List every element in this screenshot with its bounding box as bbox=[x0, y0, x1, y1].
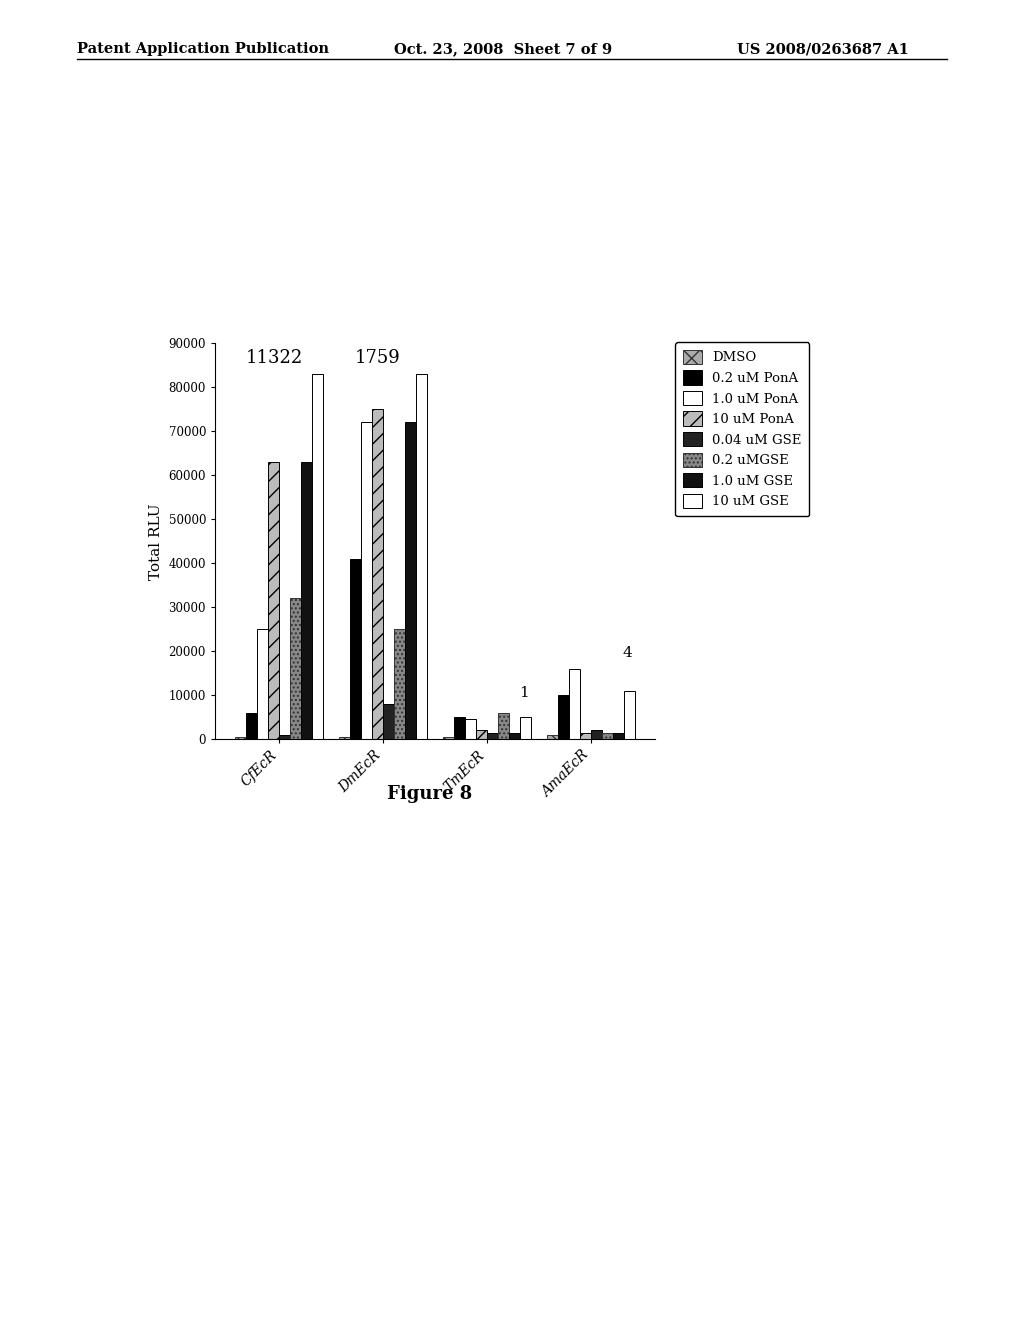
Y-axis label: Total RLU: Total RLU bbox=[148, 503, 163, 579]
Bar bbox=[394, 630, 406, 739]
Bar bbox=[246, 713, 257, 739]
Bar bbox=[443, 737, 454, 739]
Bar bbox=[581, 733, 591, 739]
Bar bbox=[383, 704, 394, 739]
Bar bbox=[350, 558, 361, 739]
Bar bbox=[591, 730, 602, 739]
Text: Patent Application Publication: Patent Application Publication bbox=[77, 42, 329, 57]
Bar bbox=[499, 713, 509, 739]
Bar bbox=[625, 690, 635, 739]
Bar bbox=[487, 733, 499, 739]
Text: 1: 1 bbox=[519, 685, 528, 700]
Bar bbox=[613, 733, 625, 739]
Text: 1759: 1759 bbox=[355, 350, 400, 367]
Bar bbox=[339, 737, 350, 739]
Text: 4: 4 bbox=[623, 645, 633, 660]
Bar bbox=[558, 696, 569, 739]
Bar bbox=[257, 630, 268, 739]
Bar bbox=[301, 462, 312, 739]
Text: Oct. 23, 2008  Sheet 7 of 9: Oct. 23, 2008 Sheet 7 of 9 bbox=[394, 42, 612, 57]
Bar bbox=[547, 735, 558, 739]
Bar bbox=[454, 717, 465, 739]
Bar bbox=[280, 735, 290, 739]
Bar bbox=[312, 374, 324, 739]
Bar bbox=[406, 422, 417, 739]
Bar bbox=[602, 733, 613, 739]
Bar bbox=[465, 719, 476, 739]
Text: Figure 8: Figure 8 bbox=[387, 785, 473, 804]
Bar bbox=[417, 374, 427, 739]
Text: US 2008/0263687 A1: US 2008/0263687 A1 bbox=[737, 42, 909, 57]
Bar bbox=[361, 422, 372, 739]
Legend: DMSO, 0.2 uM PonA, 1.0 uM PonA, 10 uM PonA, 0.04 uM GSE, 0.2 uMGSE, 1.0 uM GSE, : DMSO, 0.2 uM PonA, 1.0 uM PonA, 10 uM Po… bbox=[675, 342, 809, 516]
Bar bbox=[290, 598, 301, 739]
Bar bbox=[476, 730, 487, 739]
Bar bbox=[569, 669, 581, 739]
Bar bbox=[520, 717, 531, 739]
Text: 11322: 11322 bbox=[246, 350, 303, 367]
Bar bbox=[236, 737, 246, 739]
Bar bbox=[268, 462, 280, 739]
Bar bbox=[372, 409, 383, 739]
Bar bbox=[509, 733, 520, 739]
